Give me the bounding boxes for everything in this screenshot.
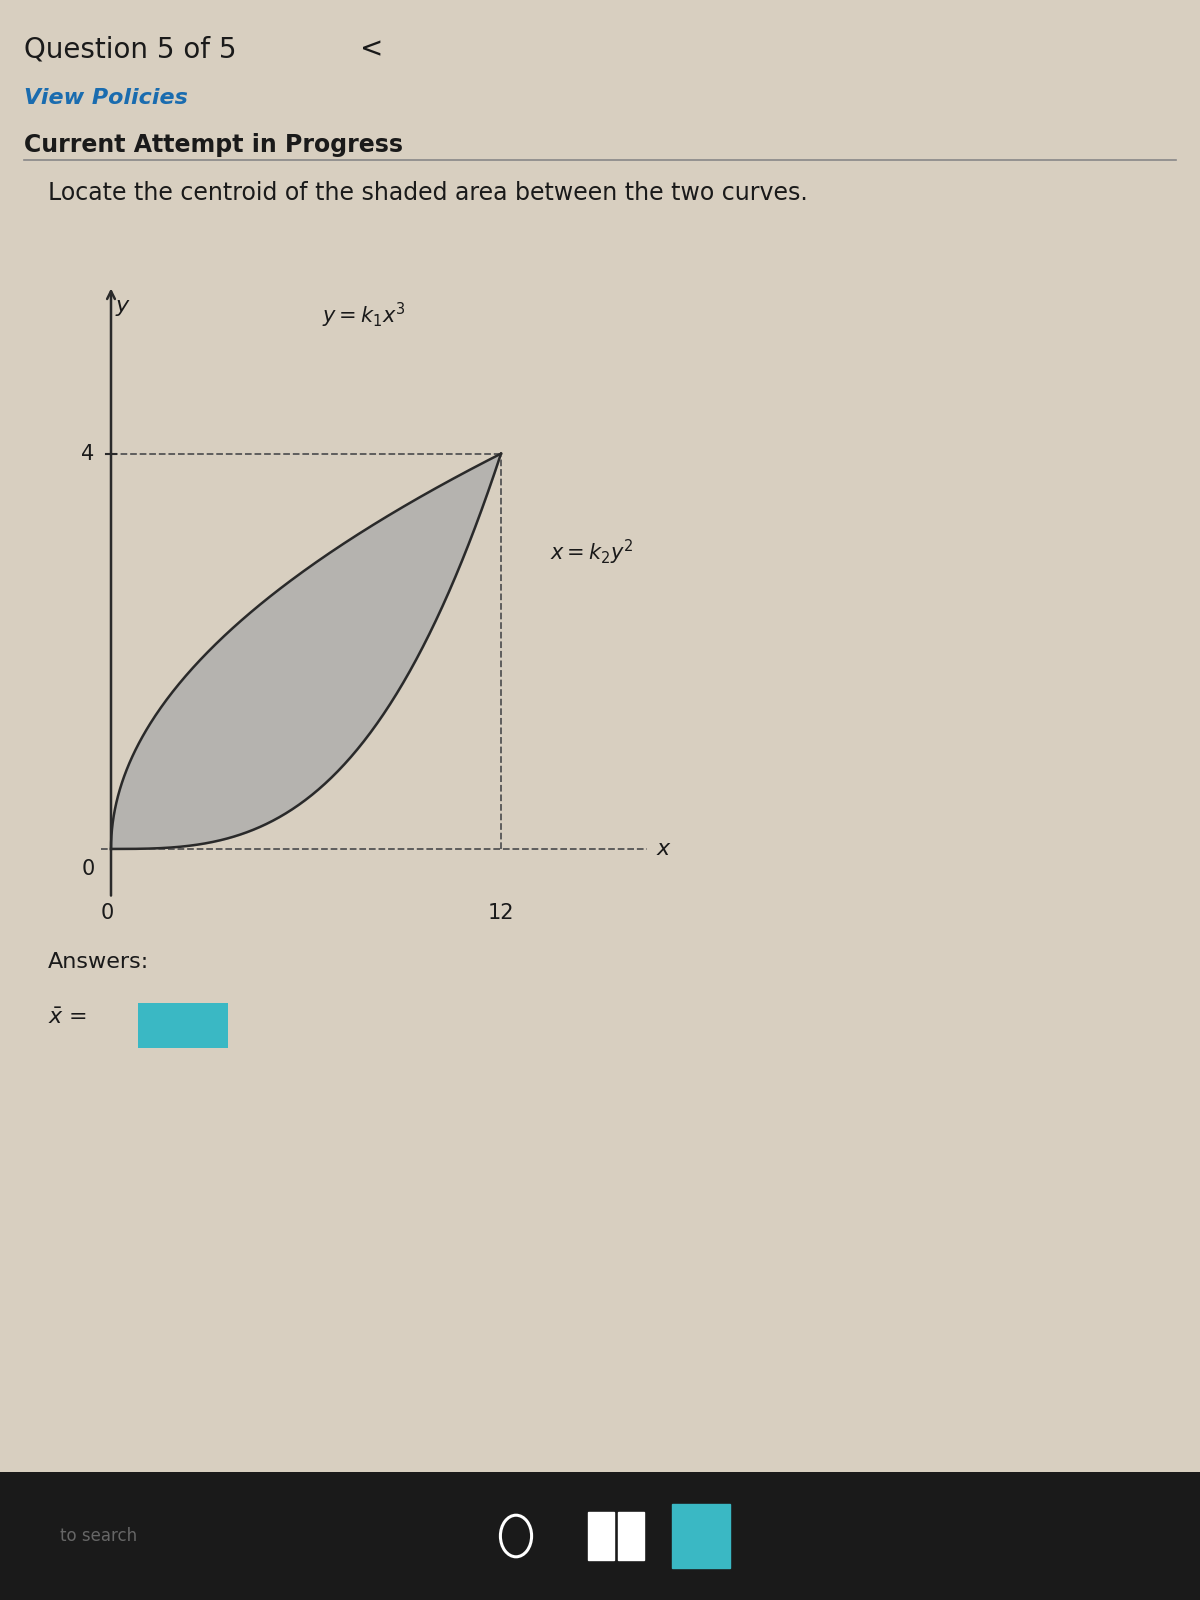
- Text: <: <: [360, 35, 383, 62]
- Text: 4: 4: [82, 443, 95, 464]
- Text: Answers:: Answers:: [48, 952, 149, 971]
- Text: View Policies: View Policies: [24, 88, 188, 109]
- Text: $x = k_2 y^2$: $x = k_2 y^2$: [550, 538, 634, 566]
- Text: Current Attempt in Progress: Current Attempt in Progress: [24, 133, 403, 157]
- Text: 0: 0: [82, 859, 95, 878]
- Text: $y = k_1 x^3$: $y = k_1 x^3$: [323, 301, 406, 330]
- Text: to search: to search: [60, 1526, 137, 1546]
- Text: y: y: [116, 296, 130, 315]
- Text: x: x: [658, 838, 670, 859]
- Text: 0: 0: [101, 904, 114, 923]
- Text: Question 5 of 5: Question 5 of 5: [24, 35, 236, 62]
- Text: Locate the centroid of the shaded area between the two curves.: Locate the centroid of the shaded area b…: [48, 181, 808, 205]
- Text: 12: 12: [487, 904, 515, 923]
- Text: $\bar{x}$ =: $\bar{x}$ =: [48, 1008, 88, 1029]
